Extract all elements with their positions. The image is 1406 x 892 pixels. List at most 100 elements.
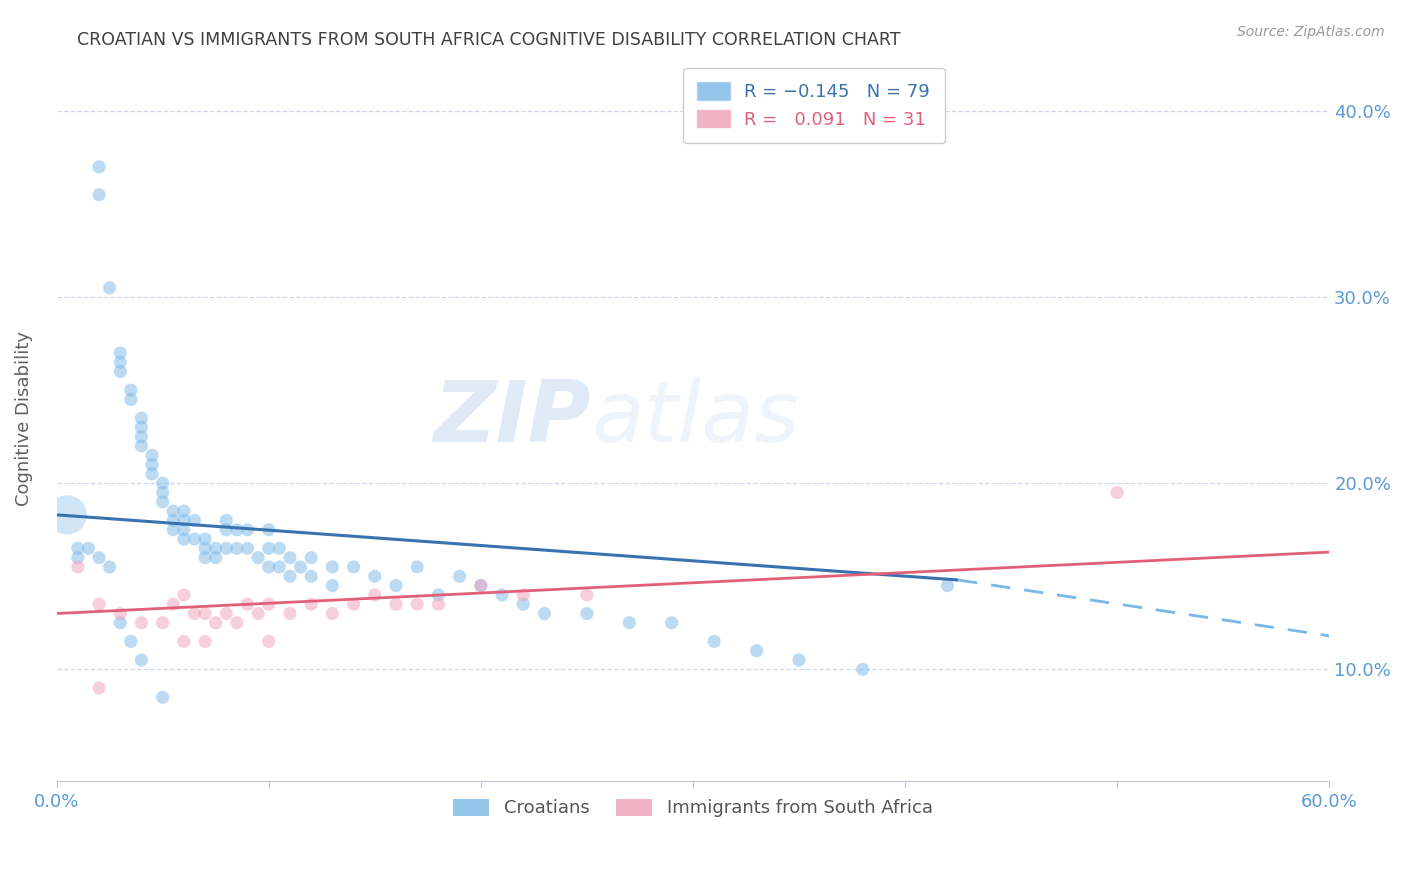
Point [936,578,959,592]
Point [278,550,301,565]
Point [575,588,598,602]
Point [66,550,89,565]
Point [131,420,153,434]
Point [852,662,875,676]
Point [512,597,534,611]
Point [204,541,226,556]
Point [120,634,142,648]
Point [257,560,280,574]
Point [110,607,132,621]
Point [406,597,429,611]
Point [162,523,184,537]
Point [321,560,343,574]
Point [194,541,217,556]
Point [491,588,513,602]
Point [364,569,387,583]
Point [215,523,238,537]
Point [87,550,110,565]
Point [215,541,238,556]
Point [257,597,280,611]
Text: atlas: atlas [591,376,799,459]
Point [204,615,226,630]
Point [120,383,142,397]
Point [342,597,364,611]
Point [162,504,184,518]
Point [225,615,247,630]
Point [173,523,195,537]
Point [131,430,153,444]
Point [533,607,555,621]
Point [77,541,100,556]
Point [269,560,291,574]
Point [131,615,153,630]
Point [173,532,195,546]
Point [406,560,429,574]
Point [173,513,195,527]
Point [215,607,238,621]
Point [183,607,205,621]
Point [98,560,121,574]
Point [152,615,174,630]
Point [183,513,205,527]
Point [225,541,247,556]
Point [173,588,195,602]
Point [1107,485,1129,500]
Point [236,597,259,611]
Point [787,653,810,667]
Point [385,578,408,592]
Point [87,187,110,202]
Point [321,607,343,621]
Point [619,615,641,630]
Point [236,541,259,556]
Point [449,569,471,583]
Point [364,588,387,602]
Point [110,365,132,379]
Point [173,634,195,648]
Point [745,643,768,657]
Point [385,597,408,611]
Text: CROATIAN VS IMMIGRANTS FROM SOUTH AFRICA COGNITIVE DISABILITY CORRELATION CHART: CROATIAN VS IMMIGRANTS FROM SOUTH AFRICA… [77,31,901,49]
Point [98,281,121,295]
Point [141,448,163,462]
Point [120,392,142,407]
Point [152,485,174,500]
Point [427,597,450,611]
Point [278,569,301,583]
Y-axis label: Cognitive Disability: Cognitive Disability [15,331,32,506]
Point [269,541,291,556]
Point [131,653,153,667]
Point [257,634,280,648]
Point [194,550,217,565]
Point [257,541,280,556]
Point [66,541,89,556]
Point [131,411,153,425]
Point [141,467,163,481]
Point [173,504,195,518]
Point [342,560,364,574]
Point [110,355,132,369]
Point [56,508,79,522]
Point [299,597,322,611]
Point [152,476,174,491]
Point [427,588,450,602]
Point [87,160,110,174]
Point [194,532,217,546]
Point [290,560,312,574]
Text: Source: ZipAtlas.com: Source: ZipAtlas.com [1237,25,1385,39]
Point [470,578,492,592]
Point [661,615,683,630]
Point [152,690,174,705]
Text: ZIP: ZIP [433,376,591,459]
Point [215,513,238,527]
Point [110,346,132,360]
Point [321,578,343,592]
Point [703,634,725,648]
Point [299,569,322,583]
Point [162,513,184,527]
Point [131,439,153,453]
Point [278,607,301,621]
Point [225,523,247,537]
Point [162,597,184,611]
Point [152,495,174,509]
Point [204,550,226,565]
